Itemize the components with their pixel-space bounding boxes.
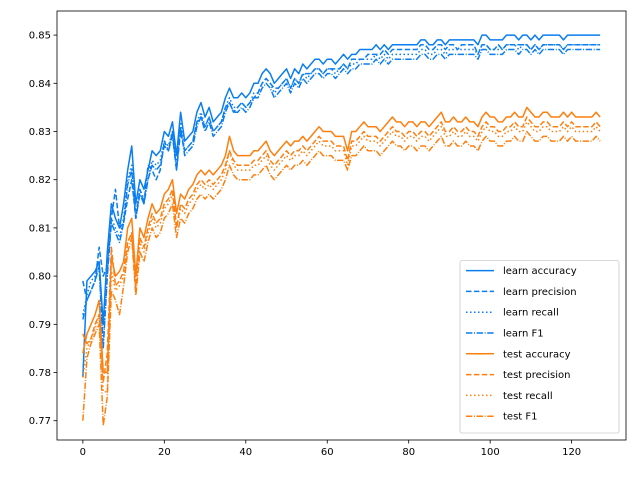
series-line-test-f1 xyxy=(82,130,601,427)
legend-label: learn accuracy xyxy=(503,266,577,277)
x-tick-label: 0 xyxy=(80,447,86,458)
x-tick-label: 120 xyxy=(562,447,581,458)
legend-label: test accuracy xyxy=(503,349,571,360)
legend-label: learn F1 xyxy=(503,329,544,340)
y-tick-label: 0.77 xyxy=(29,416,51,427)
series-line-test-accuracy xyxy=(82,106,601,374)
legend-box xyxy=(459,260,620,434)
x-tick-label: 40 xyxy=(239,447,252,458)
legend-label: test F1 xyxy=(503,412,538,423)
legend-label: learn recall xyxy=(503,308,559,319)
y-tick-label: 0.80 xyxy=(29,272,51,283)
y-axis: 0.77 0.78 0.79 0.80 0.81 0.82 0.83 0.84 0.85 xyxy=(29,31,57,427)
legend: learn accuracy learn precision learn recal… xyxy=(459,260,620,434)
series-line-learn-f1 xyxy=(82,48,601,350)
y-tick-label: 0.79 xyxy=(29,320,51,331)
y-tick-label: 0.83 xyxy=(29,127,51,138)
x-tick-label: 100 xyxy=(481,447,500,458)
y-tick-label: 0.84 xyxy=(29,79,51,90)
series-layer xyxy=(82,34,601,427)
legend-label: test recall xyxy=(503,391,553,402)
x-tick-label: 80 xyxy=(402,447,415,458)
y-tick-label: 0.81 xyxy=(29,223,51,234)
legend-label: learn precision xyxy=(503,287,577,298)
legend-label: test precision xyxy=(503,370,571,381)
series-line-learn-precision xyxy=(82,43,601,301)
y-tick-label: 0.82 xyxy=(29,175,51,186)
y-tick-label: 0.78 xyxy=(29,368,51,379)
series-line-learn-recall xyxy=(82,43,601,345)
y-tick-label: 0.85 xyxy=(29,31,51,42)
series-line-learn-accuracy xyxy=(82,34,601,378)
x-tick-label: 60 xyxy=(321,447,334,458)
x-tick-label: 20 xyxy=(158,447,171,458)
axes-frame xyxy=(56,10,627,441)
plot-area xyxy=(56,10,627,441)
x-axis: 0 20 40 60 80 100 120 xyxy=(80,440,581,458)
series-line-test-recall xyxy=(82,121,601,393)
